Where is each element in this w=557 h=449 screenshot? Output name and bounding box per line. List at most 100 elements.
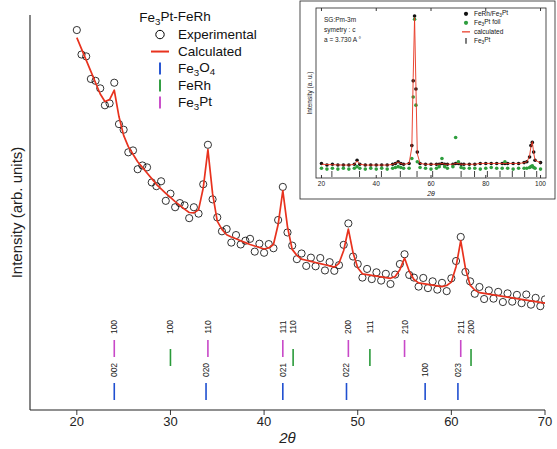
reflection-tick — [417, 171, 418, 177]
reflection-tick — [381, 171, 382, 177]
data-point — [279, 183, 286, 190]
data-point — [358, 166, 362, 170]
reflection-tick — [113, 383, 115, 400]
annotation: SG:Pm-3m — [324, 16, 356, 23]
reflection-tick — [487, 171, 488, 177]
legend-symbol — [159, 96, 161, 108]
reflection-label: 210 — [400, 320, 410, 334]
x-axis-title: 2θ — [426, 190, 435, 197]
reflection-label: 023 — [453, 363, 463, 377]
reflection-tick — [400, 171, 401, 177]
data-point — [533, 166, 537, 170]
legend-label: Fe3Pt — [474, 36, 491, 45]
reflection-label: 110 — [203, 320, 213, 334]
data-point — [246, 235, 253, 242]
reflection-tick — [474, 171, 475, 177]
reflection-tick — [424, 383, 426, 400]
reflection-tick — [460, 340, 462, 357]
data-point — [420, 274, 427, 281]
text-part: Fe — [178, 95, 194, 110]
reflection-tick — [331, 171, 332, 177]
data-point — [511, 167, 515, 171]
reflection-tick — [170, 349, 172, 366]
x-tick-top — [540, 8, 541, 11]
data-point — [484, 166, 488, 170]
data-point — [363, 167, 367, 171]
legend: Fe3Pt-FeRhExperimentalCalculatedFe3O4FeR… — [139, 9, 257, 112]
data-point — [499, 298, 506, 305]
reflection-label: 211 — [456, 320, 466, 334]
reflection-tick — [282, 340, 284, 357]
text-part: Experimental — [178, 27, 257, 42]
reflection-tick — [113, 340, 115, 357]
data-point — [73, 26, 80, 33]
data-point — [454, 136, 458, 140]
reflection-tick — [524, 171, 525, 177]
x-tick — [540, 175, 541, 178]
plot-area — [320, 14, 543, 177]
data-point — [468, 166, 472, 170]
data-point — [446, 166, 450, 170]
x-tick — [431, 175, 432, 178]
legend-title: Fe3Pt-FeRh — [139, 9, 210, 27]
data-point — [101, 102, 108, 109]
data-point — [489, 166, 493, 170]
legend-label: Calculated — [178, 44, 242, 59]
legend-label: Fe3Pt — [178, 94, 212, 112]
x-tick — [485, 175, 486, 178]
text-part: calculated — [474, 28, 504, 35]
legend-symbol — [464, 12, 468, 16]
reflection-tick — [512, 171, 513, 177]
data-point — [325, 163, 329, 167]
reflection-label: 002 — [109, 363, 119, 377]
x-tick-label: 50 — [350, 414, 364, 429]
data-point — [443, 288, 450, 295]
y-axis — [29, 15, 30, 410]
text-part: Pt foil — [484, 18, 501, 25]
reflection-tick — [369, 349, 371, 366]
reflection-tick — [292, 349, 294, 366]
data-point — [451, 165, 455, 169]
data-point — [476, 283, 483, 290]
text-part: 4 — [210, 66, 216, 77]
legend-symbol — [159, 62, 161, 74]
reflection-tick — [282, 383, 284, 400]
legend-symbol — [151, 51, 169, 53]
data-point — [190, 204, 197, 211]
annotation: symetry : c — [324, 26, 356, 34]
plot-frame — [316, 8, 546, 178]
data-point — [111, 79, 118, 86]
text-part: Pt — [199, 94, 212, 109]
x-tick-label: 40 — [373, 180, 381, 187]
reflection-label: 111 — [278, 320, 288, 333]
x-tick-label: 100 — [535, 180, 546, 187]
reflection-tick — [432, 171, 433, 177]
data-point — [317, 254, 324, 261]
x-tick-label: 40 — [257, 414, 271, 429]
inset-box — [300, 1, 555, 199]
reflection-tick — [500, 171, 501, 177]
reflection-tick — [348, 340, 350, 357]
data-point — [416, 160, 420, 164]
data-point — [495, 166, 499, 170]
data-point — [172, 204, 179, 211]
data-point — [298, 250, 305, 257]
text-part: Pt — [502, 9, 508, 16]
data-point — [457, 233, 464, 240]
text-part: Fe — [178, 61, 194, 76]
text-part: Pt — [484, 36, 490, 43]
y-axis-title: Intensity (a. u.) — [306, 72, 314, 115]
legend-symbol — [159, 79, 161, 91]
data-point — [204, 141, 211, 148]
reflection-tick — [205, 383, 207, 400]
reflection-tick — [346, 383, 348, 400]
data-point — [500, 166, 504, 170]
data-point — [369, 166, 373, 170]
data-point — [437, 165, 441, 169]
data-point — [260, 249, 267, 256]
reflection-label: 100 — [420, 363, 430, 377]
reflection-label: 200 — [343, 320, 353, 334]
data-point — [418, 166, 422, 170]
legend: FeRh/Fe3PtFe3Pt foilcalculatedFe3Pt — [462, 9, 508, 45]
data-point — [462, 166, 466, 170]
